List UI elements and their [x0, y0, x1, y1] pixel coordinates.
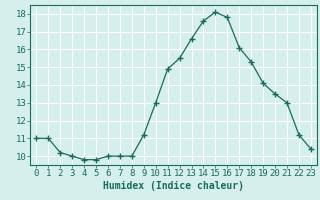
X-axis label: Humidex (Indice chaleur): Humidex (Indice chaleur): [103, 181, 244, 191]
